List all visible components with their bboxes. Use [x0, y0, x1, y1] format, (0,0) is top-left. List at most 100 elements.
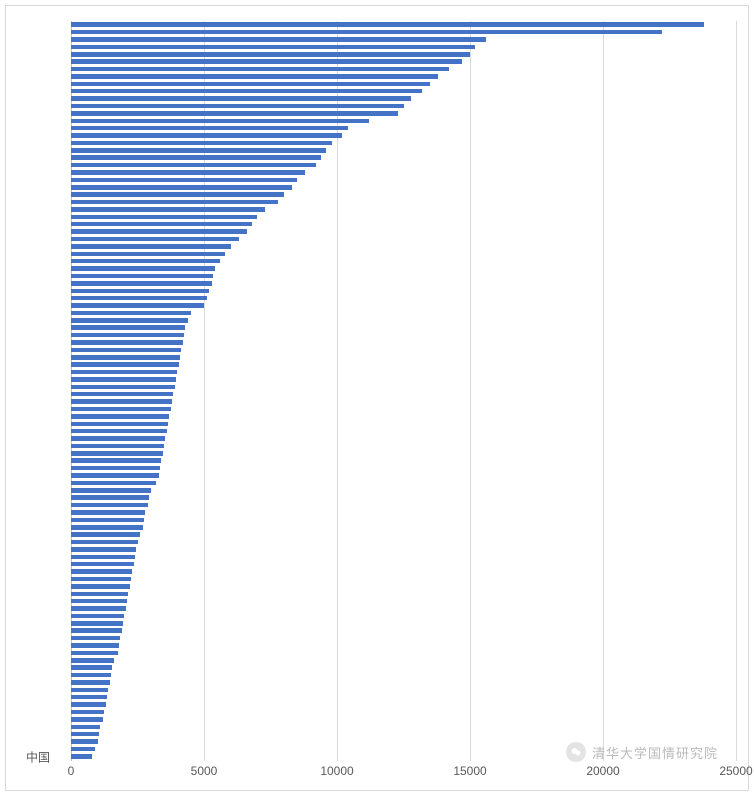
bar	[71, 702, 106, 707]
bar	[71, 355, 180, 360]
bar	[71, 458, 161, 463]
bar	[71, 289, 209, 294]
bar	[71, 59, 462, 64]
bar	[71, 178, 297, 183]
bar	[71, 399, 172, 404]
bar	[71, 104, 404, 109]
bar	[71, 119, 369, 124]
bar	[71, 407, 171, 412]
bar	[71, 606, 126, 611]
bar	[71, 377, 176, 382]
bar	[71, 680, 110, 685]
bar	[71, 739, 98, 744]
bar	[71, 688, 108, 693]
bar	[71, 732, 99, 737]
x-tick-label: 20000	[586, 764, 619, 778]
bar	[71, 37, 486, 42]
watermark-text: 清华大学国情研究院	[592, 743, 718, 762]
bar	[71, 503, 148, 508]
bar	[71, 614, 124, 619]
bar	[71, 651, 118, 656]
bar	[71, 577, 131, 582]
bar	[71, 436, 165, 441]
x-tick-label: 10000	[320, 764, 353, 778]
bar	[71, 754, 92, 759]
y-axis-label: 中国	[26, 749, 50, 766]
chart-container: 0 5000 10000 15000 20000 25000 中国 清华大学国情研究院	[5, 5, 749, 791]
bar	[71, 237, 239, 242]
bar	[71, 665, 112, 670]
bar	[71, 281, 212, 286]
watermark: 清华大学国情研究院	[566, 742, 718, 762]
bar	[71, 185, 292, 190]
bar	[71, 481, 156, 486]
bar	[71, 532, 140, 537]
bar	[71, 170, 305, 175]
bar	[71, 636, 120, 641]
bar	[71, 547, 136, 552]
bar	[71, 274, 213, 279]
bar	[71, 473, 159, 478]
bar	[71, 192, 284, 197]
bar	[71, 148, 326, 153]
x-tick-label: 5000	[191, 764, 218, 778]
bar	[71, 215, 257, 220]
bar	[71, 495, 149, 500]
bar	[71, 540, 138, 545]
bar	[71, 244, 231, 249]
bar	[71, 658, 114, 663]
x-tick-label: 25000	[719, 764, 752, 778]
bar	[71, 252, 225, 257]
bar	[71, 325, 185, 330]
bar	[71, 569, 132, 574]
bar	[71, 155, 321, 160]
wechat-icon	[566, 742, 586, 762]
bar	[71, 229, 247, 234]
bar	[71, 318, 188, 323]
bar	[71, 392, 173, 397]
bar	[71, 111, 398, 116]
bar	[71, 673, 111, 678]
bar	[71, 717, 103, 722]
bar	[71, 562, 134, 567]
bar	[71, 30, 662, 35]
bar	[71, 466, 160, 471]
bar	[71, 510, 145, 515]
bar	[71, 126, 348, 131]
bar	[71, 725, 100, 730]
gridline	[736, 21, 737, 761]
bar	[71, 89, 422, 94]
bar	[71, 82, 430, 87]
bar	[71, 340, 183, 345]
bar	[71, 348, 181, 353]
bar	[71, 643, 119, 648]
bar	[71, 22, 704, 27]
bar	[71, 747, 95, 752]
bar	[71, 67, 449, 72]
bar	[71, 592, 128, 597]
bar	[71, 451, 163, 456]
bar	[71, 621, 123, 626]
bar	[71, 362, 179, 367]
bar	[71, 333, 184, 338]
bar	[71, 141, 332, 146]
bar	[71, 584, 130, 589]
bar	[71, 370, 177, 375]
bar	[71, 96, 411, 101]
bar	[71, 222, 252, 227]
bars-group	[71, 21, 736, 761]
bar	[71, 74, 438, 79]
bar	[71, 488, 151, 493]
bar	[71, 414, 169, 419]
x-tick-label: 0	[68, 764, 75, 778]
bar	[71, 296, 207, 301]
bar	[71, 518, 144, 523]
bar	[71, 311, 191, 316]
bar	[71, 525, 143, 530]
bar	[71, 45, 475, 50]
x-tick-label: 15000	[453, 764, 486, 778]
bar	[71, 710, 104, 715]
bar	[71, 266, 215, 271]
bar	[71, 628, 122, 633]
bar	[71, 695, 107, 700]
